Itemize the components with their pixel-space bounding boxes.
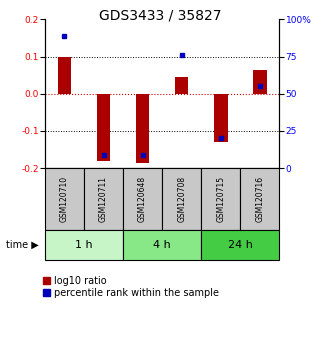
Bar	[201, 230, 279, 260]
Bar	[136, 94, 149, 162]
Bar	[162, 168, 201, 230]
Bar	[123, 168, 162, 230]
Bar	[123, 230, 201, 260]
Bar	[58, 57, 71, 94]
Text: GSM120716: GSM120716	[255, 176, 264, 222]
Text: GSM120715: GSM120715	[216, 176, 225, 222]
Text: GSM120710: GSM120710	[60, 176, 69, 222]
Bar	[84, 168, 123, 230]
Text: GSM120648: GSM120648	[138, 176, 147, 222]
Text: time ▶: time ▶	[6, 240, 39, 250]
Bar	[240, 168, 279, 230]
Text: GSM120711: GSM120711	[99, 176, 108, 222]
Bar	[45, 230, 123, 260]
Legend: log10 ratio, percentile rank within the sample: log10 ratio, percentile rank within the …	[43, 276, 219, 298]
Bar	[201, 168, 240, 230]
Bar	[97, 94, 110, 161]
Bar	[253, 70, 266, 94]
Bar	[214, 94, 228, 142]
Text: 24 h: 24 h	[228, 240, 253, 250]
Text: 1 h: 1 h	[75, 240, 93, 250]
Text: GSM120708: GSM120708	[177, 176, 186, 222]
Text: 4 h: 4 h	[153, 240, 171, 250]
Text: GDS3433 / 35827: GDS3433 / 35827	[99, 9, 222, 23]
Bar	[175, 77, 188, 94]
Bar	[45, 168, 84, 230]
